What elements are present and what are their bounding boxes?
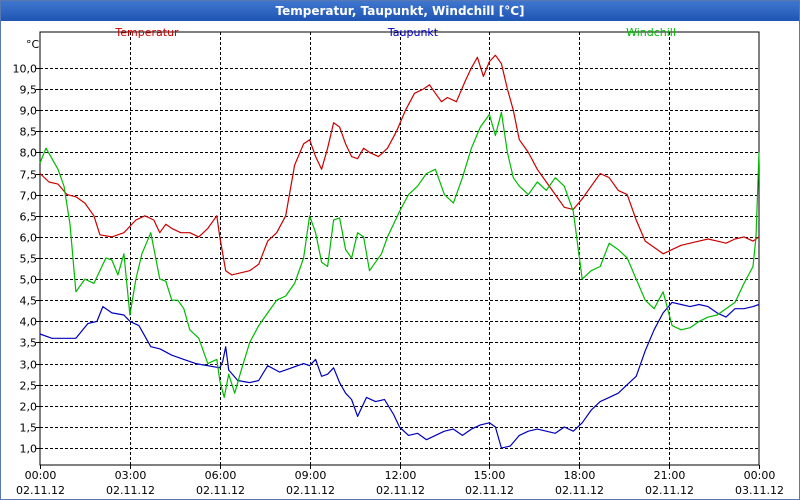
x-tick-date-label: 02.11.12 — [106, 484, 155, 497]
y-tick-label: 3,0 — [20, 359, 38, 372]
x-tick-date-label: 02.11.12 — [196, 484, 245, 497]
y-tick-label: 7,0 — [20, 190, 38, 203]
y-tick-label: 9,0 — [20, 105, 38, 118]
x-tick-time-label: 15:00 — [474, 469, 506, 482]
y-tick-label: 9,5 — [20, 84, 38, 97]
x-tick-date-label: 03.11.12 — [735, 484, 784, 497]
x-tick-date-label: 02.11.12 — [16, 484, 65, 497]
y-tick-label: 4,0 — [20, 316, 38, 329]
x-axis: 00:00 02.11.12 03:00 02.11.12 06:00 02.11.12 0… — [16, 465, 784, 497]
grid-lines — [40, 32, 759, 465]
y-tick-label: 7,5 — [20, 169, 38, 182]
y-tick-label: 6,0 — [20, 232, 38, 245]
x-tick-time-label: 00:00 — [25, 469, 57, 482]
series-lines — [39, 54, 760, 449]
series-line-windchill — [39, 111, 760, 398]
x-tick-time-label: 12:00 — [385, 469, 417, 482]
y-tick-label: 10,0 — [13, 63, 38, 76]
series-line-taupunkt — [39, 301, 760, 449]
x-tick-date-label: 02.11.12 — [286, 484, 335, 497]
y-tick-label: 1,5 — [20, 422, 38, 435]
y-axis-unit-label: °C — [26, 38, 40, 51]
y-tick-label: 3,5 — [20, 337, 38, 350]
y-tick-label: 5,5 — [20, 253, 38, 266]
x-tick-date-label: 02.11.12 — [645, 484, 694, 497]
y-tick-label: 6,5 — [20, 211, 38, 224]
plot-area — [39, 31, 760, 466]
legend-windchill: Windchill — [626, 26, 676, 39]
y-tick-label: 4,5 — [20, 295, 38, 308]
legend: Temperatur Taupunkt Windchill — [114, 26, 676, 39]
y-tick-label: 2,5 — [20, 380, 38, 393]
y-tick-label: 5,0 — [20, 274, 38, 287]
x-tick-time-label: 21:00 — [654, 469, 686, 482]
x-tick-time-label: 18:00 — [564, 469, 596, 482]
x-tick-time-label: 06:00 — [205, 469, 237, 482]
series-line-temperatur — [39, 54, 760, 276]
y-axis: 1,0 1,5 2,0 2,5 3,0 3,5 4,0 4,5 5,0 5,5 6,0 6,5 7,0 7… — [13, 63, 40, 456]
y-tick-label: 8,5 — [20, 126, 38, 139]
legend-temperatur: Temperatur — [114, 26, 179, 39]
y-tick-label: 8,0 — [20, 147, 38, 160]
y-tick-label: 2,0 — [20, 401, 38, 414]
x-tick-time-label: 03:00 — [115, 469, 147, 482]
x-tick-date-label: 02.11.12 — [376, 484, 425, 497]
x-tick-time-label: 00:00 — [744, 469, 776, 482]
window-title: Temperatur, Taupunkt, Windchill [°C] — [1, 1, 799, 21]
legend-taupunkt: Taupunkt — [387, 26, 439, 39]
x-tick-time-label: 09:00 — [295, 469, 327, 482]
x-tick-date-label: 02.11.12 — [555, 484, 604, 497]
x-tick-date-label: 02.11.12 — [465, 484, 514, 497]
y-tick-label: 1,0 — [20, 443, 38, 456]
